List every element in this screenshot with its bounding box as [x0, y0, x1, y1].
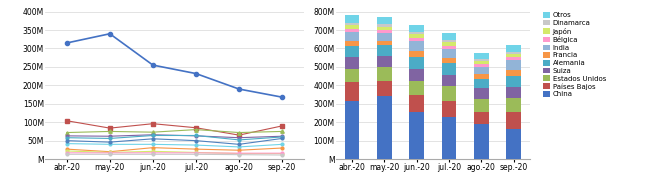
Bar	[345, 15, 359, 23]
Bar	[442, 101, 456, 117]
Bar	[442, 63, 456, 75]
Bar	[442, 33, 456, 40]
Bar	[474, 112, 488, 124]
Bar	[410, 38, 424, 41]
Bar	[377, 81, 391, 96]
Bar	[474, 124, 488, 159]
Bar	[345, 32, 359, 41]
Bar	[506, 87, 521, 98]
Bar	[506, 45, 521, 52]
Bar	[442, 86, 456, 101]
Bar	[506, 129, 521, 159]
Bar	[442, 58, 456, 63]
Bar	[474, 79, 488, 88]
Bar	[377, 45, 391, 55]
Bar	[474, 61, 488, 64]
Bar	[442, 46, 456, 49]
Bar	[377, 24, 391, 27]
Bar	[345, 41, 359, 46]
Bar	[345, 29, 359, 32]
Bar	[345, 25, 359, 29]
Bar	[506, 76, 521, 87]
Bar	[345, 46, 359, 57]
Bar	[345, 82, 359, 101]
Bar	[410, 112, 424, 159]
Bar	[442, 42, 456, 46]
Bar	[410, 41, 424, 51]
Bar	[442, 117, 456, 159]
Bar	[345, 101, 359, 159]
Bar	[410, 57, 424, 69]
Legend: Otros, Dinamarca, Japón, Bélgica, India, Francia, Alemania, Suiza, Estados Unido: Otros, Dinamarca, Japón, Bélgica, India,…	[543, 12, 606, 97]
Bar	[345, 23, 359, 25]
Bar	[377, 17, 391, 24]
Bar	[410, 25, 424, 32]
Bar	[377, 42, 391, 45]
Bar	[377, 96, 391, 159]
Bar	[410, 32, 424, 34]
Bar	[442, 40, 456, 42]
Bar	[377, 33, 391, 42]
Bar	[474, 99, 488, 112]
Bar	[377, 67, 391, 81]
Bar	[474, 88, 488, 99]
Bar	[377, 30, 391, 33]
Bar	[345, 69, 359, 82]
Bar	[506, 112, 521, 129]
Bar	[377, 27, 391, 30]
Bar	[474, 74, 488, 79]
Bar	[345, 57, 359, 69]
Bar	[506, 60, 521, 70]
Bar	[377, 55, 391, 67]
Bar	[410, 81, 424, 95]
Bar	[410, 69, 424, 81]
Bar	[506, 54, 521, 57]
Bar	[410, 95, 424, 112]
Bar	[474, 53, 488, 59]
Bar	[474, 59, 488, 61]
Bar	[474, 67, 488, 74]
Bar	[506, 52, 521, 54]
Bar	[506, 57, 521, 60]
Bar	[410, 51, 424, 57]
Bar	[474, 64, 488, 67]
Bar	[442, 75, 456, 86]
Bar	[506, 98, 521, 112]
Bar	[442, 49, 456, 58]
Bar	[506, 70, 521, 76]
Bar	[410, 34, 424, 38]
